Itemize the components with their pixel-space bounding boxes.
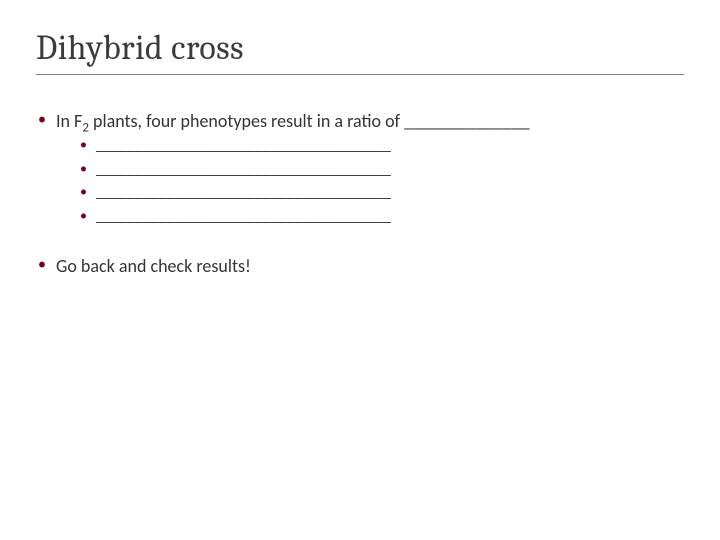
title-underline: [36, 74, 684, 75]
sub-bullet-2: _____________________________________: [78, 159, 684, 181]
bullet1-text-pre: In F: [56, 110, 82, 132]
bullet-item-1: In F2 plants, four phenotypes result in …: [36, 109, 684, 228]
bullet-list: In F2 plants, four phenotypes result in …: [36, 109, 684, 228]
sub-bullet-4: _____________________________________: [78, 206, 684, 228]
bullet-item-2: Go back and check results!: [36, 254, 684, 278]
slide-body: In F2 plants, four phenotypes result in …: [36, 109, 684, 278]
bullet1-text-post: plants, four phenotypes result in a rati…: [89, 110, 530, 132]
slide: Dihybrid cross In F2 plants, four phenot…: [0, 0, 720, 540]
slide-title: Dihybrid cross: [36, 28, 684, 68]
bullet-list-2: Go back and check results!: [36, 254, 684, 278]
sub-bullet-3: _____________________________________: [78, 182, 684, 204]
bullet1-subscript: 2: [82, 121, 89, 136]
spacer: [36, 232, 684, 254]
sub-bullet-1: _____________________________________: [78, 135, 684, 157]
sub-bullet-list: _____________________________________ __…: [56, 135, 684, 227]
